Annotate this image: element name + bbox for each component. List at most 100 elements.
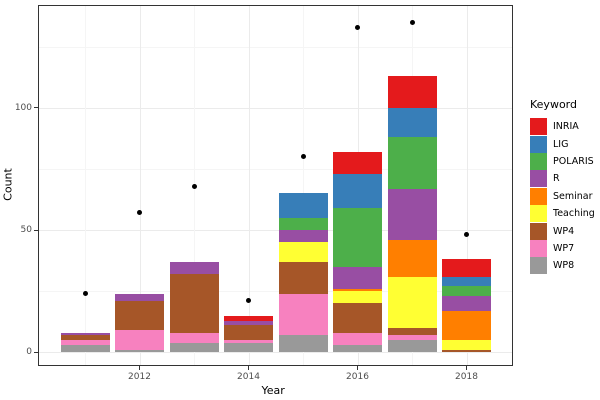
bar-segment-LIG-2017 <box>387 107 437 138</box>
legend-swatch-WP8 <box>530 257 547 275</box>
bar-segment-WP8-2016 <box>333 344 382 353</box>
y-axis-title: Count <box>1 168 15 201</box>
y-minor-gridline <box>39 291 512 293</box>
x-minor-gridline <box>85 6 86 365</box>
data-point-2014 <box>246 298 251 304</box>
y-minor-gridline <box>39 46 512 48</box>
y-major-gridline <box>39 230 512 232</box>
bar-segment-Teaching-2016 <box>333 291 382 304</box>
bar-segment-INRIA-2014 <box>224 315 273 321</box>
bar-segment-WP8-2012 <box>115 349 164 353</box>
legend-swatch-LIG <box>530 135 547 153</box>
y-major-gridline <box>39 107 512 109</box>
legend-label-Seminar: Seminar <box>553 190 593 202</box>
y-tick-label: 0 <box>26 347 32 358</box>
y-tick-label: 100 <box>14 102 32 113</box>
legend-entry-Seminar: Seminar <box>530 187 595 205</box>
bar-segment-WP4-2011 <box>60 335 110 341</box>
bar-segment-WP4-2014 <box>224 325 273 341</box>
legend-title: Keyword <box>530 98 577 111</box>
bar-segment-LIG-2018 <box>442 276 491 287</box>
legend-entry-WP7: WP7 <box>530 239 595 257</box>
legend-label-WP7: WP7 <box>553 242 575 254</box>
x-tick-mark <box>357 366 358 370</box>
y-tick-mark <box>34 351 38 353</box>
x-tick-mark <box>139 366 140 370</box>
data-point-2016 <box>355 24 360 30</box>
bar-segment-R-2018 <box>442 296 491 311</box>
bar-segment-R-2017 <box>387 188 437 240</box>
legend-swatch-Teaching <box>530 205 547 223</box>
x-major-gridline <box>248 6 250 365</box>
bar-segment-WP4-2012 <box>115 300 164 331</box>
legend-swatch-WP4 <box>530 222 547 240</box>
legend-swatch-POLARIS <box>530 152 547 170</box>
legend-label-R: R <box>553 173 560 185</box>
legend-entry-R: R <box>530 170 595 188</box>
bar-segment-WP4-2015 <box>278 261 328 294</box>
legend-label-POLARIS: POLARIS <box>553 155 594 167</box>
bar-segment-WP8-2011 <box>60 344 110 353</box>
legend-entry-WP4: WP4 <box>530 222 595 240</box>
bar-segment-WP8-2013 <box>169 342 219 353</box>
y-major-gridline <box>39 352 512 354</box>
bar-segment-WP7-2016 <box>333 332 382 345</box>
legend-swatch-WP7 <box>530 239 547 257</box>
legend-swatch-INRIA <box>530 118 547 136</box>
legend-swatch-Seminar <box>530 187 547 205</box>
bar-segment-WP7-2017 <box>387 335 437 341</box>
bar-segment-POLARIS-2016 <box>333 208 382 267</box>
bar-segment-LIG-2015 <box>278 193 328 218</box>
legend-entry-WP8: WP8 <box>530 257 595 275</box>
legend: Keyword INRIA LIG POLARIS R Seminar Teaching W… <box>530 98 595 275</box>
bar-segment-Teaching-2018 <box>442 340 491 350</box>
plot-panel <box>38 5 513 366</box>
y-tick-mark <box>34 107 38 109</box>
bar-segment-WP7-2014 <box>224 340 273 343</box>
bar-segment-WP7-2012 <box>115 330 164 350</box>
data-point-2018 <box>464 232 469 238</box>
bar-segment-R-2016 <box>333 266 382 289</box>
bar-segment-LIG-2016 <box>333 173 382 209</box>
bar-segment-INRIA-2016 <box>333 151 382 174</box>
bar-segment-WP7-2015 <box>278 293 328 336</box>
legend-swatch-R <box>530 170 547 188</box>
bar-segment-Seminar-2018 <box>442 310 491 341</box>
x-tick-mark <box>248 366 249 370</box>
legend-label-WP8: WP8 <box>553 260 575 272</box>
bar-segment-POLARIS-2015 <box>278 217 328 231</box>
bar-segment-INRIA-2018 <box>442 259 491 277</box>
bar-segment-R-2014 <box>224 320 273 326</box>
data-point-2011 <box>82 291 88 297</box>
bar-segment-Teaching-2015 <box>278 242 328 262</box>
legend-entry-INRIA: INRIA <box>530 118 595 136</box>
bar-segment-R-2015 <box>278 230 328 243</box>
y-minor-gridline <box>39 169 512 170</box>
bar-segment-R-2013 <box>169 261 219 275</box>
x-axis-title: Year <box>261 384 285 397</box>
legend-label-LIG: LIG <box>553 138 569 150</box>
data-point-2012 <box>137 210 142 216</box>
bar-segment-WP4-2017 <box>387 327 437 336</box>
bar-segment-WP7-2011 <box>60 340 110 345</box>
bar-segment-WP7-2013 <box>169 332 219 343</box>
bar-segment-POLARIS-2017 <box>387 137 437 189</box>
data-point-2015 <box>300 154 306 160</box>
bar-segment-WP4-2013 <box>169 274 219 333</box>
legend-label-Teaching: Teaching <box>553 208 595 220</box>
bar-segment-WP4-2016 <box>333 303 382 333</box>
bar-segment-Seminar-2016 <box>333 288 382 292</box>
legend-label-WP4: WP4 <box>553 225 575 237</box>
legend-label-INRIA: INRIA <box>553 121 579 133</box>
bar-segment-POLARIS-2018 <box>442 286 491 297</box>
x-tick-label: 2012 <box>128 372 151 382</box>
x-major-gridline <box>466 6 468 365</box>
bar-segment-WP8-2015 <box>278 335 328 353</box>
bar-segment-WP8-2017 <box>387 340 437 353</box>
x-tick-label: 2018 <box>455 372 478 382</box>
legend-entries: INRIA LIG POLARIS R Seminar Teaching WP4 WP7 WP8 <box>530 118 595 275</box>
y-tick-mark <box>34 229 38 231</box>
y-tick-label: 50 <box>20 225 32 236</box>
data-point-2017 <box>409 19 415 25</box>
